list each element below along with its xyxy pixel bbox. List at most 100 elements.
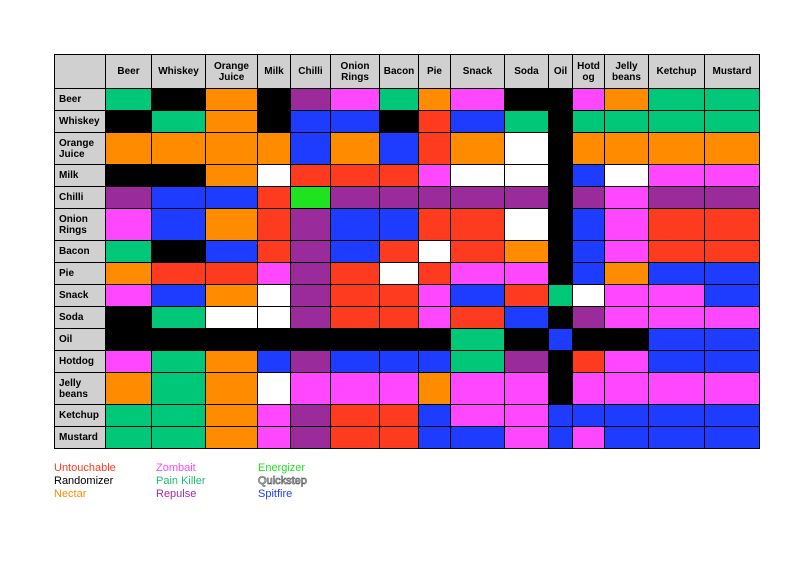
combo-cell xyxy=(205,306,258,329)
combo-cell xyxy=(450,132,505,165)
combo-cell xyxy=(205,240,258,263)
grid-row: Milk xyxy=(54,164,760,187)
combo-cell xyxy=(450,306,505,329)
row-header: Onion Rings xyxy=(54,208,106,241)
combo-cell xyxy=(450,404,505,427)
combo-cell xyxy=(604,372,649,405)
combo-cell xyxy=(704,262,760,285)
combo-cell xyxy=(704,350,760,373)
combo-cell xyxy=(504,110,549,133)
combo-cell xyxy=(257,404,291,427)
column-header: Chilli xyxy=(290,54,331,89)
combo-cell xyxy=(379,426,419,449)
row-header: Hotdog xyxy=(54,350,106,373)
combo-cell xyxy=(290,306,331,329)
combo-cell xyxy=(648,262,705,285)
combo-cell xyxy=(290,240,331,263)
combo-cell xyxy=(572,372,605,405)
column-header: Hotd og xyxy=(572,54,605,89)
combo-cell xyxy=(572,240,605,263)
combo-cell xyxy=(548,88,573,111)
combination-grid: Beer Whiskey Orange Juice Milk Chilli Onion Rin… xyxy=(54,54,760,449)
combo-cell xyxy=(330,208,380,241)
row-header: Orange Juice xyxy=(54,132,106,165)
combo-cell xyxy=(604,426,649,449)
combo-cell xyxy=(604,306,649,329)
grid-row: Jelly beans xyxy=(54,372,760,405)
combo-cell xyxy=(151,208,206,241)
combo-cell xyxy=(418,306,451,329)
combo-cell xyxy=(604,164,649,187)
combo-cell xyxy=(450,328,505,351)
combo-cell xyxy=(290,262,331,285)
combo-cell xyxy=(648,306,705,329)
grid-row: Ketchup xyxy=(54,404,760,427)
combo-cell xyxy=(151,132,206,165)
combo-cell xyxy=(648,164,705,187)
combo-cell xyxy=(330,132,380,165)
combo-cell xyxy=(450,110,505,133)
combo-cell xyxy=(151,110,206,133)
combo-cell xyxy=(604,110,649,133)
combo-cell xyxy=(105,132,152,165)
combo-cell xyxy=(379,328,419,351)
column-header: Milk xyxy=(257,54,291,89)
combo-cell xyxy=(418,88,451,111)
combo-cell xyxy=(257,306,291,329)
combo-cell xyxy=(105,328,152,351)
combo-cell xyxy=(504,284,549,307)
combo-cell xyxy=(504,132,549,165)
combo-cell xyxy=(648,240,705,263)
combo-cell xyxy=(290,88,331,111)
combo-cell xyxy=(105,88,152,111)
combo-cell xyxy=(704,426,760,449)
row-header: Milk xyxy=(54,164,106,187)
combo-cell xyxy=(290,350,331,373)
combo-cell xyxy=(548,208,573,241)
legend-item: Nectar xyxy=(54,488,87,500)
column-header: Jelly beans xyxy=(604,54,649,89)
combo-cell xyxy=(572,110,605,133)
combo-cell xyxy=(548,328,573,351)
combo-cell xyxy=(105,110,152,133)
combo-cell xyxy=(548,426,573,449)
grid-row: Chilli xyxy=(54,186,760,209)
combo-cell xyxy=(257,350,291,373)
combo-cell xyxy=(418,328,451,351)
combo-cell xyxy=(548,164,573,187)
combo-cell xyxy=(604,350,649,373)
combo-cell xyxy=(379,132,419,165)
combo-cell xyxy=(379,88,419,111)
combo-cell xyxy=(105,262,152,285)
legend-item: Quickstep xyxy=(258,475,308,488)
column-header: Onion Rings xyxy=(330,54,380,89)
grid-row: Oil xyxy=(54,328,760,351)
combo-cell xyxy=(548,404,573,427)
row-header: Ketchup xyxy=(54,404,106,427)
row-header: Chilli xyxy=(54,186,106,209)
combo-cell xyxy=(504,88,549,111)
legend-item: Randomizer xyxy=(54,475,114,487)
combo-cell xyxy=(290,110,331,133)
combo-cell xyxy=(604,262,649,285)
combo-cell xyxy=(604,328,649,351)
grid-row: Snack xyxy=(54,284,760,307)
combo-cell xyxy=(205,284,258,307)
combo-cell xyxy=(704,404,760,427)
combo-cell xyxy=(379,186,419,209)
combo-cell xyxy=(418,110,451,133)
combo-cell xyxy=(704,240,760,263)
combo-cell xyxy=(648,404,705,427)
combo-cell xyxy=(604,88,649,111)
grid-body: Beer Whiskey Orange Juice Milk Chilli Onion Rin… xyxy=(54,88,760,449)
combo-cell xyxy=(105,208,152,241)
combo-cell xyxy=(648,372,705,405)
combo-cell xyxy=(572,328,605,351)
combo-cell xyxy=(604,240,649,263)
legend-item: Repulse xyxy=(156,488,197,500)
combo-cell xyxy=(290,208,331,241)
combo-cell xyxy=(151,262,206,285)
combo-cell xyxy=(379,372,419,405)
combo-cell xyxy=(290,372,331,405)
combo-cell xyxy=(330,186,380,209)
